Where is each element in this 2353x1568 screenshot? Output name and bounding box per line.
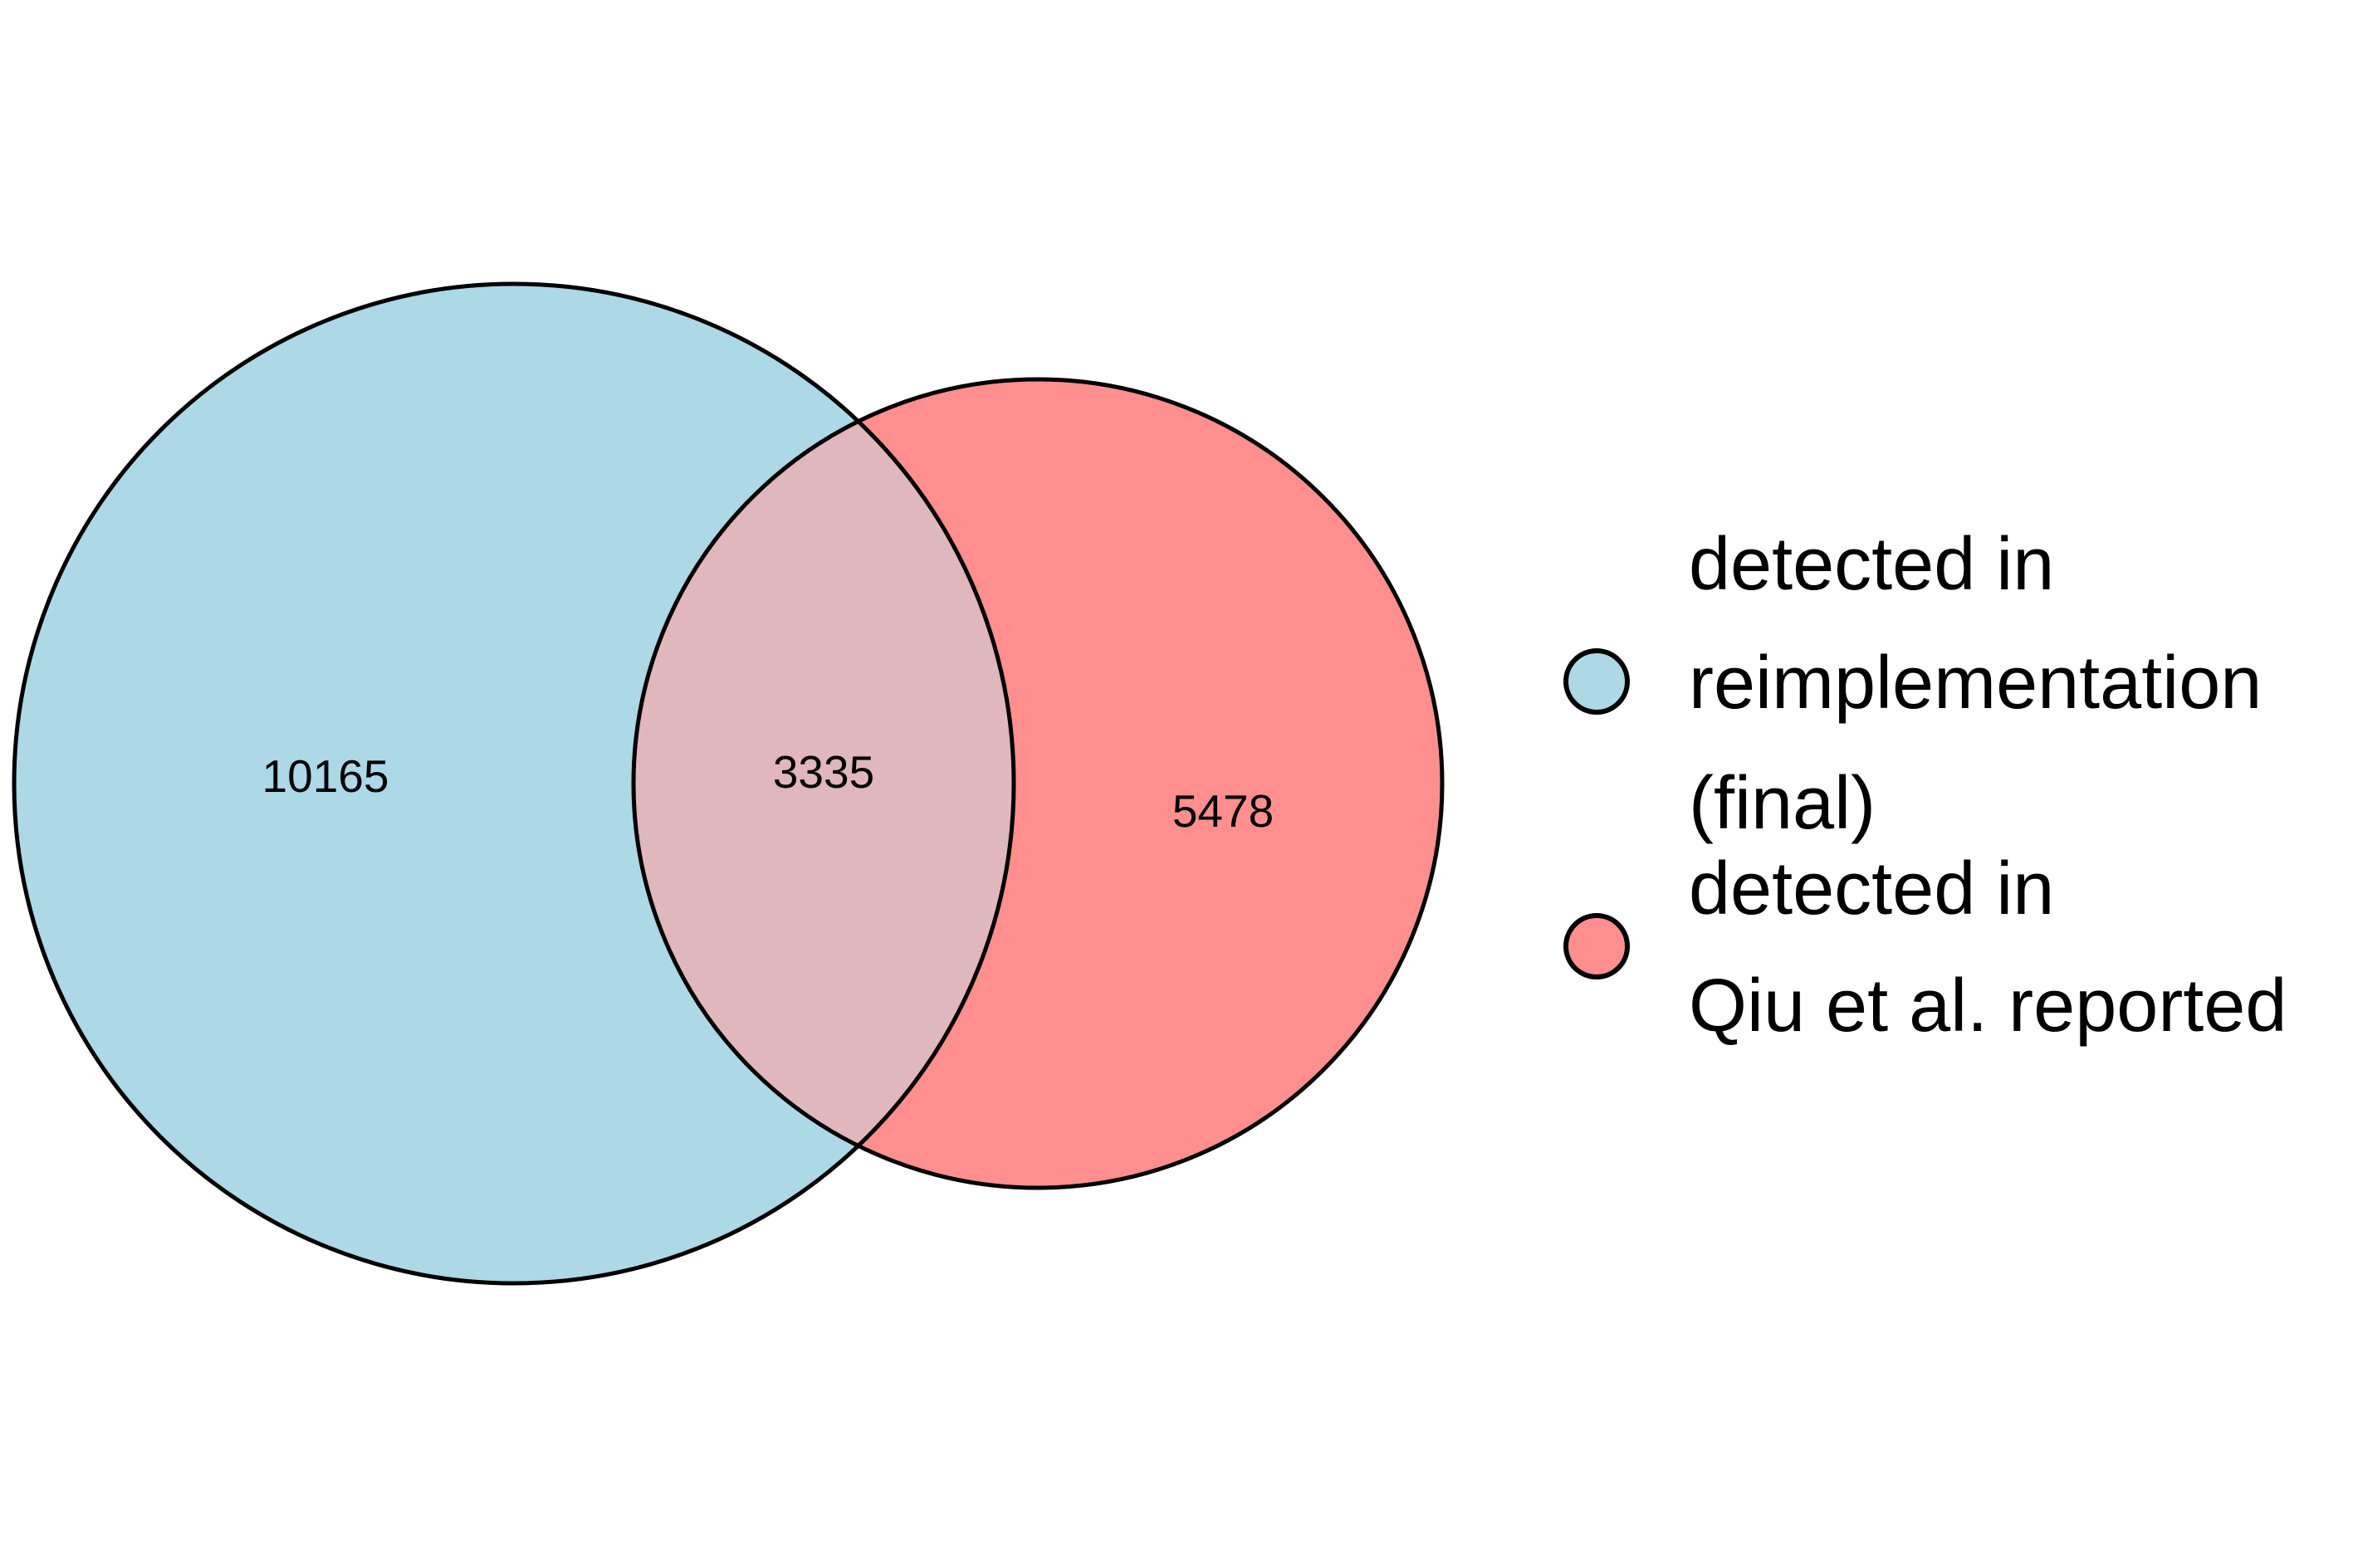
legend: detected in reimplementation (final) det… (1563, 523, 2287, 1048)
legend-line: reimplementation (1689, 642, 2262, 725)
set-qiu-outline (631, 377, 1445, 1190)
count-reimplementation-only: 10165 (262, 750, 389, 802)
legend-label-qiu: detected in Qiu et al. reported (1689, 848, 2287, 1048)
legend-line: detected in (1689, 523, 2054, 606)
legend-key-qiu (1563, 913, 1630, 979)
legend-key-reimplementation (1563, 648, 1630, 715)
legend-line: (final) (1689, 762, 1876, 845)
legend-line: detected in (1689, 848, 2054, 931)
set-reimplementation-outline (12, 281, 1016, 1286)
count-qiu-only: 5478 (1172, 785, 1274, 837)
intersection-region (634, 379, 1014, 1188)
legend-label-reimplementation: detected in reimplementation (final) (1689, 523, 2282, 845)
count-intersection: 3335 (773, 746, 874, 798)
legend-line: Qiu et al. reported (1689, 965, 2287, 1048)
